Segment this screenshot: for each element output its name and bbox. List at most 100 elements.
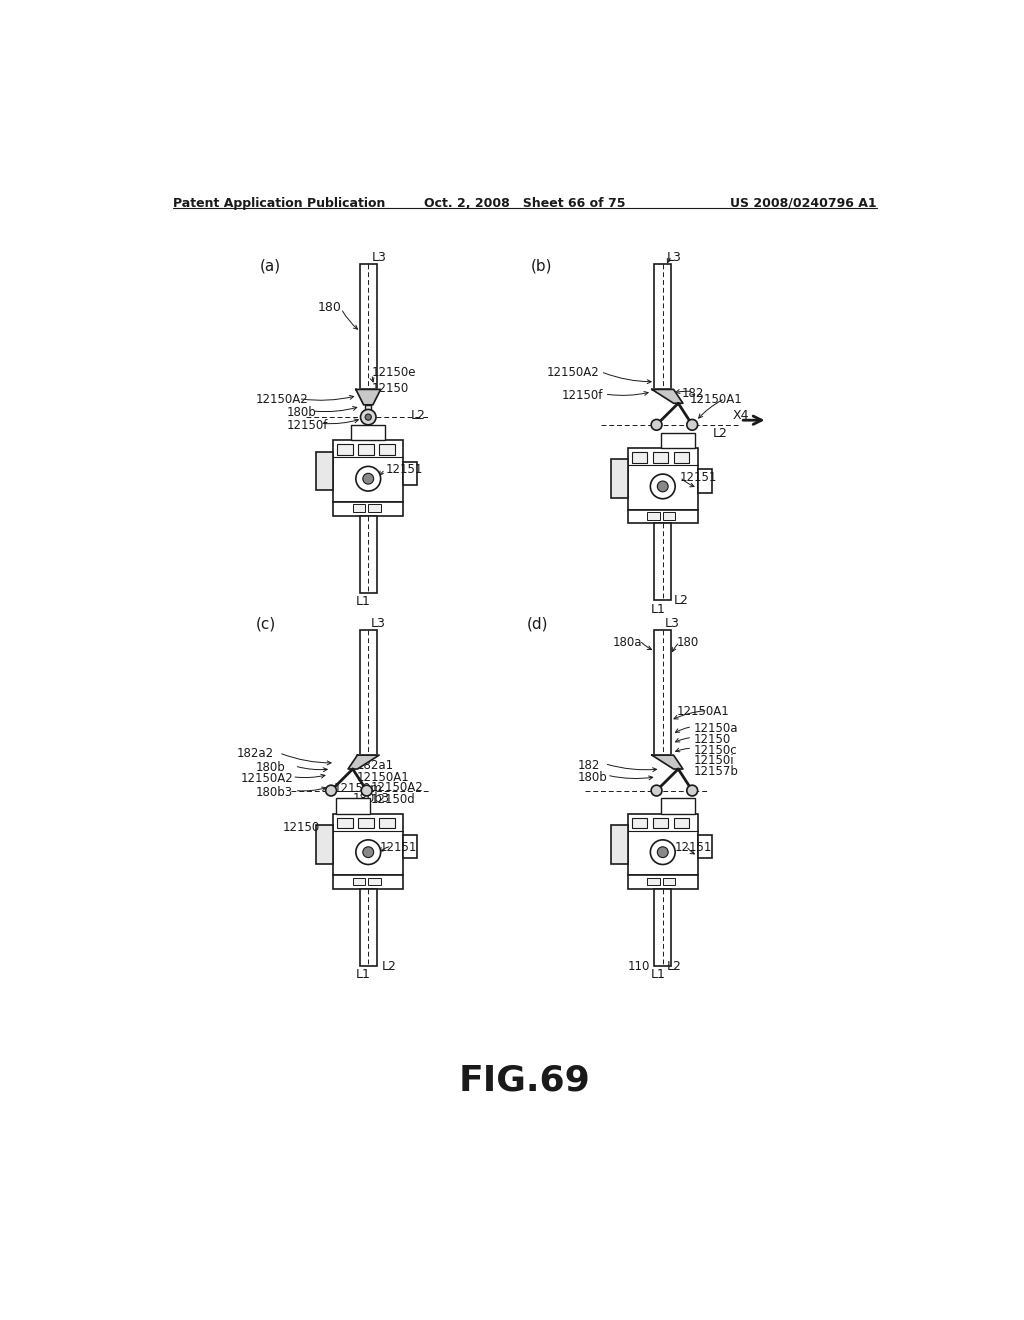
Circle shape [651,785,662,796]
Text: L3: L3 [372,251,387,264]
Text: 180: 180 [317,301,342,314]
Text: 12151: 12151 [380,841,417,854]
Circle shape [650,840,675,865]
Text: (c): (c) [256,616,276,631]
Text: 180b3: 180b3 [256,785,293,799]
Text: 182: 182 [578,759,600,772]
Circle shape [360,409,376,425]
Text: 180b: 180b [256,762,286,775]
Bar [611,825,628,863]
Text: 180b3: 180b3 [352,792,390,805]
Bar [662,433,695,447]
Bar [379,444,394,455]
Text: US 2008/0240796 A1: US 2008/0240796 A1 [730,197,877,210]
Bar [663,512,675,520]
Text: 12150A2: 12150A2 [256,393,308,407]
Text: 12150m: 12150m [334,781,382,795]
Text: 182: 182 [682,387,705,400]
Text: 182a2: 182a2 [237,747,273,760]
Text: (d): (d) [527,616,549,631]
Bar [628,875,697,890]
Text: 180: 180 [677,636,699,649]
Text: (b): (b) [531,259,553,273]
Text: L3: L3 [667,251,682,264]
Bar [336,799,370,813]
Polygon shape [652,389,683,404]
Bar [358,444,374,455]
Bar [334,875,403,890]
Bar [359,264,377,389]
Text: 12151: 12151 [675,841,712,854]
Bar [611,459,628,498]
Text: 12150e: 12150e [372,367,417,379]
Text: 180b: 180b [287,407,316,420]
Text: X4: X4 [732,409,749,421]
Text: 12150f: 12150f [287,418,329,432]
Text: 12150i: 12150i [693,755,734,767]
Text: 182a1: 182a1 [356,759,394,772]
Bar [628,447,697,510]
Text: 12150a: 12150a [693,722,738,735]
Polygon shape [356,389,381,405]
Text: L2: L2 [382,960,397,973]
Bar [697,836,712,858]
Bar [369,504,381,512]
Circle shape [657,480,669,492]
Text: 180b: 180b [578,771,607,784]
Bar [654,524,672,601]
Text: Oct. 2, 2008   Sheet 66 of 75: Oct. 2, 2008 Sheet 66 of 75 [424,197,626,210]
Text: 12150d: 12150d [371,793,416,807]
Bar [632,817,647,829]
Bar [403,462,417,484]
Text: 12150: 12150 [372,381,410,395]
Bar [366,405,372,411]
Text: 180a: 180a [612,636,642,649]
Bar [316,825,334,863]
Bar [337,817,352,829]
Bar [628,510,697,523]
Text: 12150A1: 12150A1 [677,705,729,718]
Circle shape [361,785,372,796]
Circle shape [362,847,374,858]
Circle shape [326,785,337,796]
Text: 12151: 12151 [385,463,423,477]
Bar [334,502,403,516]
Text: 12150c: 12150c [693,743,737,756]
Text: L2: L2 [713,428,728,440]
Bar [352,504,366,512]
Circle shape [650,474,675,499]
Text: (a): (a) [260,259,281,273]
Text: L3: L3 [371,616,385,630]
Circle shape [687,785,697,796]
Text: 12150A1: 12150A1 [690,393,742,407]
Circle shape [356,466,381,491]
Bar [352,878,366,886]
Text: 110: 110 [628,960,650,973]
Bar [663,878,675,886]
Bar [654,630,672,755]
Text: Patent Application Publication: Patent Application Publication [173,197,385,210]
Text: 12150A2: 12150A2 [547,367,599,379]
Bar [654,264,672,389]
Text: L2: L2 [674,594,688,607]
Bar [334,813,403,875]
Text: L2: L2 [667,960,682,973]
Text: L3: L3 [665,616,680,630]
Circle shape [356,840,381,865]
Bar [674,817,689,829]
Text: L1: L1 [650,603,666,615]
Bar [337,444,352,455]
Circle shape [366,414,372,420]
Text: L1: L1 [650,969,666,982]
Circle shape [657,847,669,858]
Text: 12150: 12150 [283,821,321,834]
Bar [652,817,669,829]
Bar [316,451,334,490]
Text: 12150: 12150 [693,733,731,746]
Bar [379,817,394,829]
Bar [369,878,381,886]
Bar [662,799,695,813]
Bar [628,813,697,875]
Bar [674,451,689,462]
Circle shape [687,420,697,430]
